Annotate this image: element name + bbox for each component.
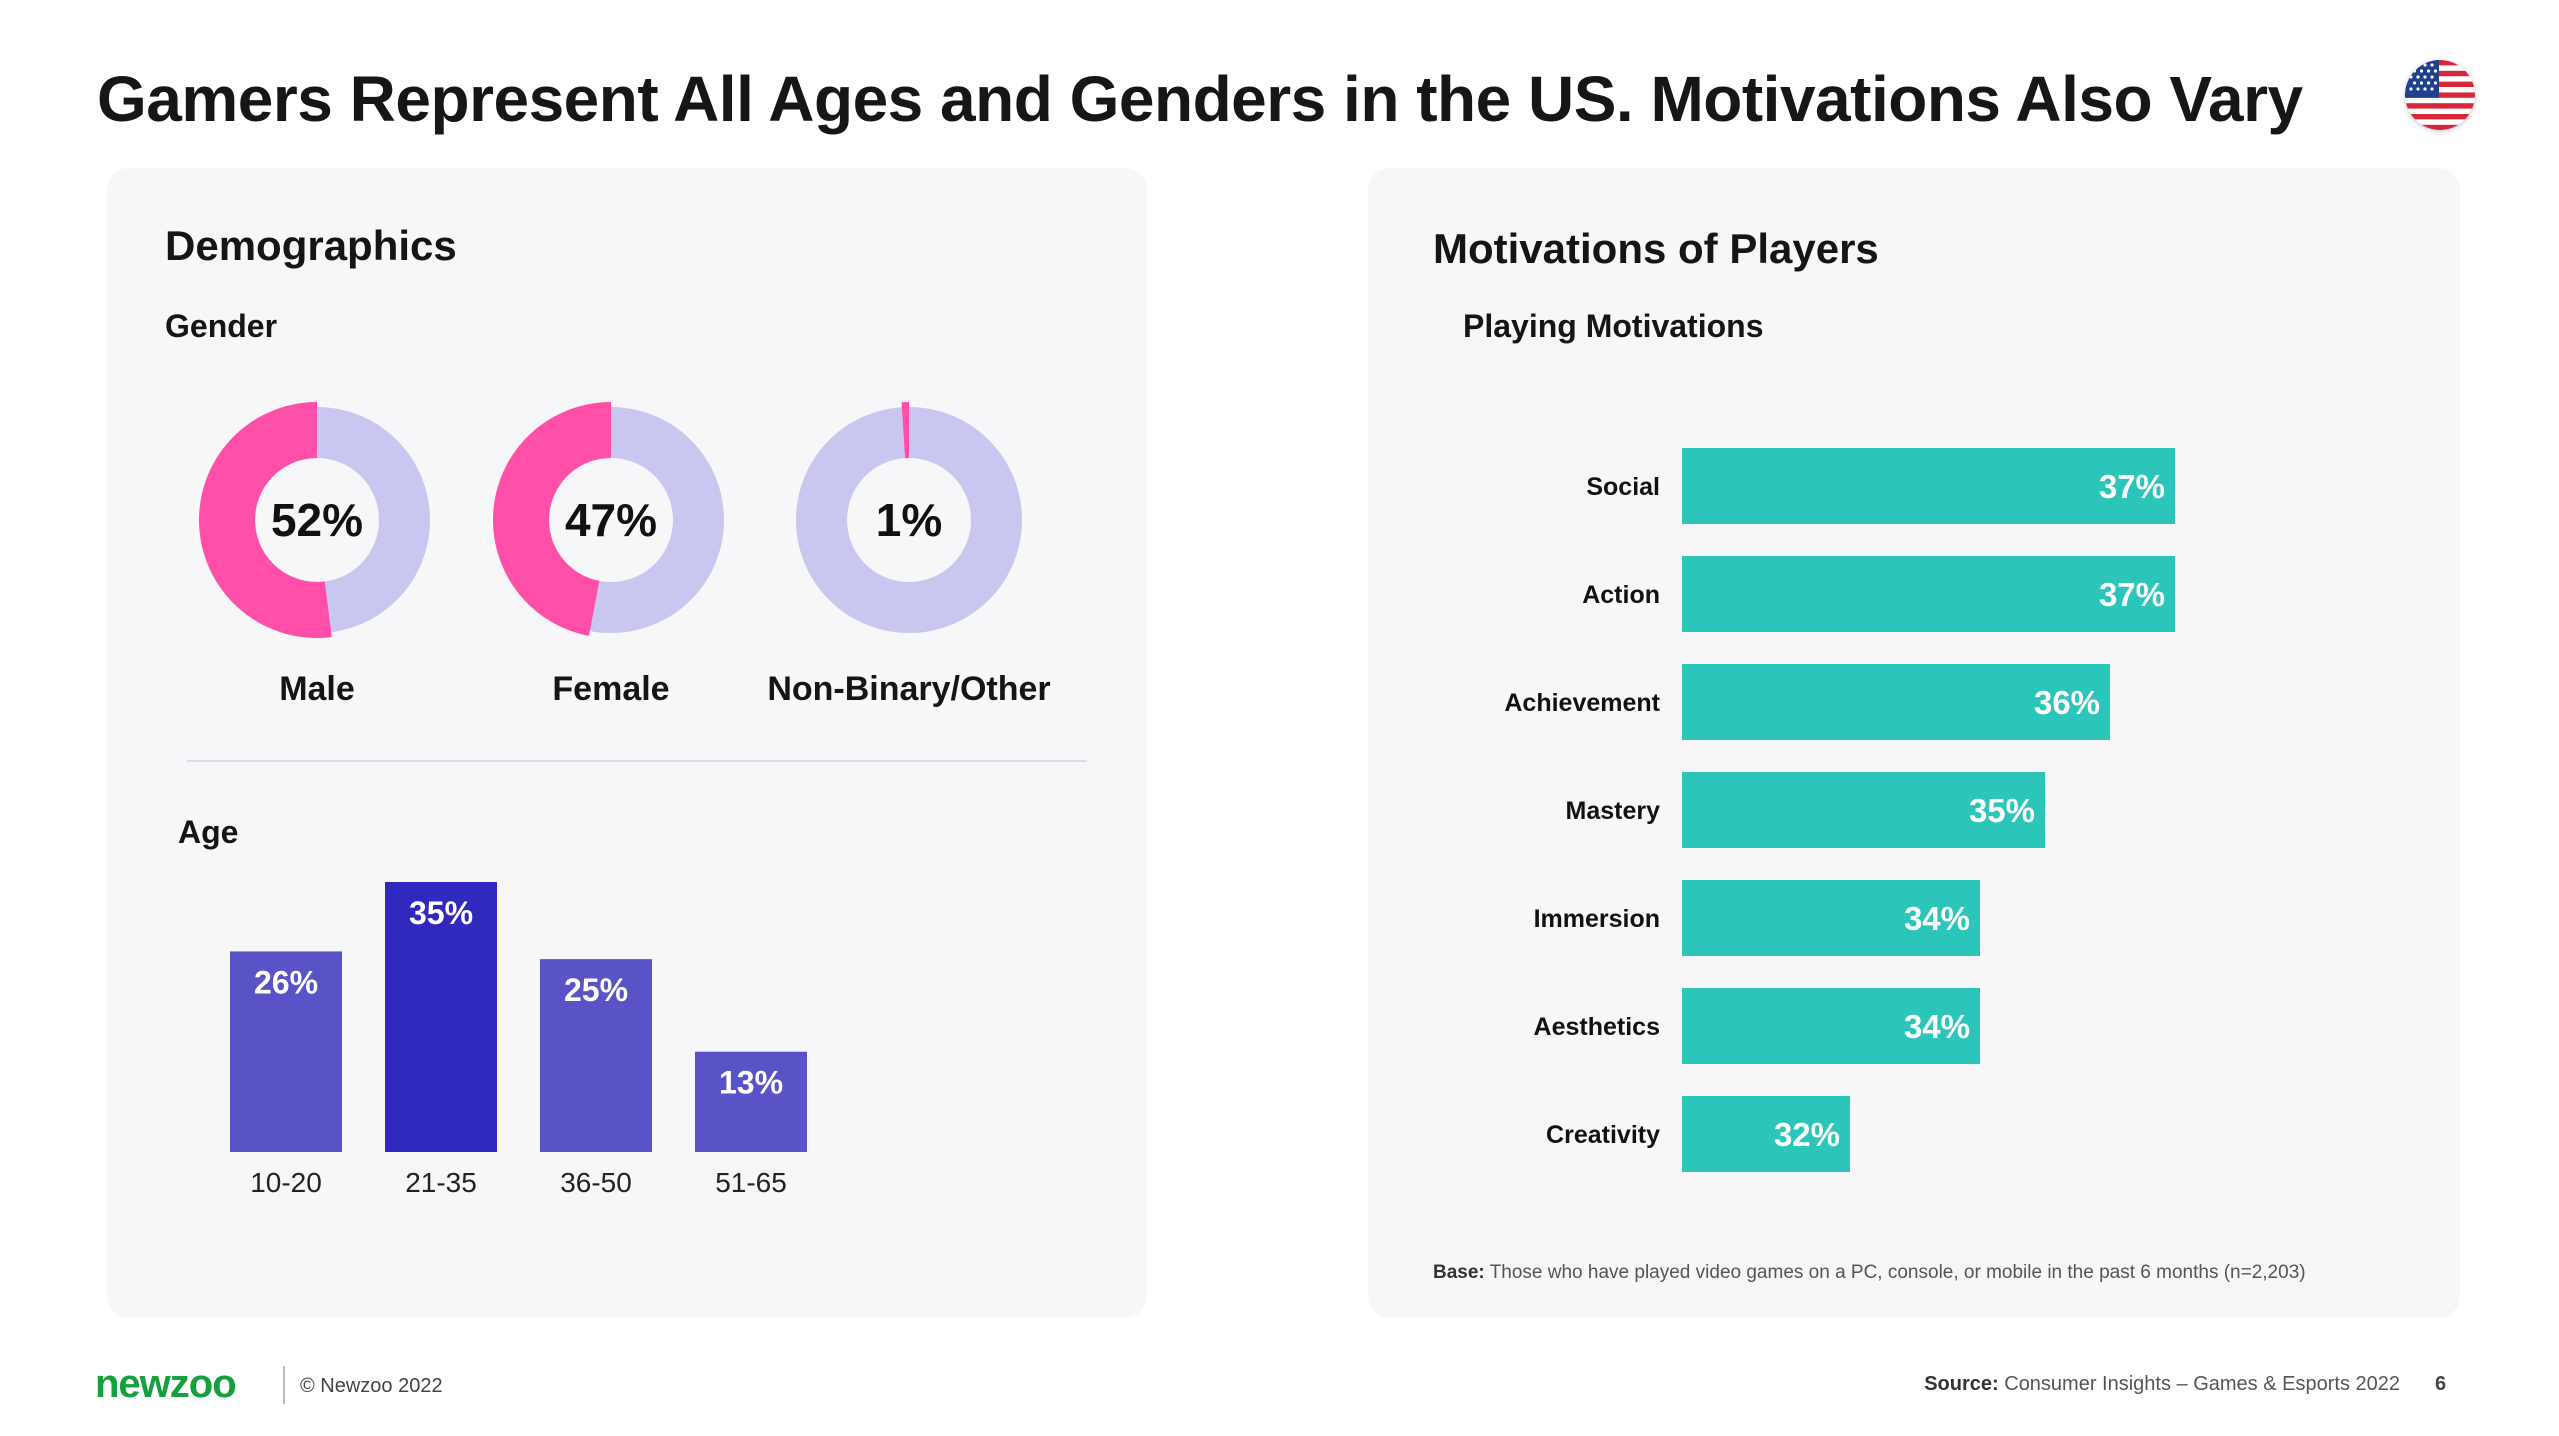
age-bar-value-label: 35% (409, 895, 473, 931)
motivations-heading: Motivations of Players (1433, 225, 1879, 272)
playing-motivations-subheading: Playing Motivations (1463, 308, 1764, 344)
age-bar-chart: 26% 10-20 35% 21-35 25% 36-50 13% 51-65 (230, 882, 807, 1198)
age-bar-value-label: 25% (564, 972, 628, 1008)
donut-1: 47% (492, 402, 724, 636)
age-bar-value-label: 13% (719, 1065, 783, 1101)
footer-separator (283, 1366, 285, 1404)
motivation-value-label: 37% (2099, 468, 2165, 505)
motivation-bar (1682, 988, 1980, 1064)
motivation-value-label: 35% (1969, 792, 2035, 829)
donut-label-male: Male (279, 670, 355, 708)
age-category-label: 36-50 (560, 1167, 632, 1198)
age-bar (540, 959, 652, 1152)
base-label: Base: (1433, 1262, 1485, 1283)
donut-track (796, 407, 1022, 633)
divider (187, 760, 1087, 762)
base-note: Base: Those who have played video games … (1433, 1262, 2306, 1284)
age-category-label: 10-20 (250, 1167, 322, 1198)
copyright: © Newzoo 2022 (300, 1375, 443, 1397)
motivations-bar-chart: Social 37% Action 37% Achievement 36% Mastery 3… (1504, 448, 2175, 1172)
age-category-label: 51-65 (715, 1167, 787, 1198)
motivation-value-label: 36% (2034, 684, 2100, 721)
motivation-bar (1682, 1096, 1850, 1172)
age-bar-value-label: 26% (254, 964, 318, 1000)
motivation-bar (1682, 772, 2045, 848)
motivation-bar (1682, 448, 2175, 524)
motivation-category-label: Social (1586, 473, 1660, 501)
page-title: Gamers Represent All Ages and Genders in… (97, 63, 2303, 135)
demographics-heading: Demographics (165, 222, 457, 269)
gender-heading: Gender (165, 308, 278, 344)
newzoo-logo: newzoo (95, 1362, 237, 1406)
source-note: Source: Consumer Insights – Games & Espo… (1860, 1373, 2400, 1396)
source-text: Consumer Insights – Games & Esports 2022 (1998, 1373, 2400, 1395)
donut-0: 52% (199, 402, 430, 638)
age-bar (385, 882, 497, 1152)
motivation-category-label: Action (1582, 581, 1660, 609)
motivation-category-label: Immersion (1534, 905, 1660, 933)
motivation-category-label: Aesthetics (1534, 1013, 1660, 1041)
donut-value-label: 52% (271, 494, 363, 546)
motivation-value-label: 34% (1904, 1008, 1970, 1045)
motivation-bar (1682, 556, 2175, 632)
motivation-category-label: Creativity (1546, 1121, 1660, 1149)
us-flag-icon (2405, 60, 2475, 130)
donut-value-label: 47% (565, 494, 657, 546)
donut-slice (492, 402, 611, 636)
donut-value-label: 1% (876, 494, 942, 546)
gender-donut-charts: 52% 47% 1% (199, 402, 1022, 638)
donut-2: 1% (796, 402, 1022, 633)
base-text: Those who have played video games on a P… (1484, 1262, 2306, 1283)
age-bar (230, 951, 342, 1152)
motivation-category-label: Achievement (1504, 689, 1660, 717)
motivation-bar (1682, 880, 1980, 956)
motivation-value-label: 32% (1774, 1116, 1840, 1153)
motivation-bar (1682, 664, 2110, 740)
motivations-panel (1368, 168, 2460, 1318)
page-number: 6 (2435, 1373, 2447, 1395)
age-heading: Age (178, 814, 239, 850)
motivation-value-label: 37% (2099, 576, 2165, 613)
age-category-label: 21-35 (405, 1167, 477, 1198)
donut-label-nonbinary: Non-Binary/Other (767, 670, 1051, 708)
donut-slice (199, 402, 332, 638)
source-label: Source: (1924, 1373, 1999, 1395)
motivation-category-label: Mastery (1566, 797, 1661, 825)
donut-slice (901, 402, 909, 459)
donut-label-female: Female (552, 670, 670, 708)
age-bar (695, 1051, 807, 1152)
motivation-value-label: 34% (1904, 900, 1970, 937)
